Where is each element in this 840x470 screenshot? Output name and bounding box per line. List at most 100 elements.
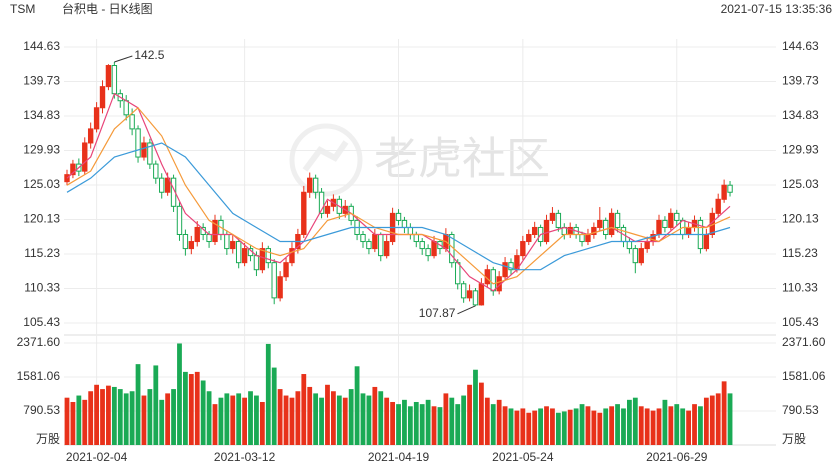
volume-bar — [177, 343, 182, 445]
volume-bar — [413, 401, 419, 445]
y-tick-label-right: 125.03 — [782, 177, 819, 191]
candle-body — [230, 241, 236, 250]
candle-body — [147, 142, 153, 165]
volume-bar — [254, 395, 259, 445]
candle-body — [372, 233, 378, 250]
moving-average-line — [66, 106, 731, 285]
candle-body — [407, 226, 414, 235]
high-label: 142.5 — [134, 48, 164, 62]
volume-bar — [419, 404, 425, 445]
candle-body — [425, 248, 431, 257]
candle-body — [632, 248, 639, 264]
candle-body — [478, 283, 485, 306]
volume-bar — [585, 406, 591, 445]
annotation-leader — [457, 305, 476, 315]
candle-body — [224, 233, 230, 250]
moving-average-line — [66, 142, 731, 271]
candle-body — [727, 184, 733, 193]
volume-bar — [632, 397, 638, 445]
volume-bar — [248, 391, 253, 445]
symbol: TSM — [10, 2, 35, 16]
candle-body — [383, 241, 390, 257]
candle-body — [472, 290, 479, 306]
volume-bar — [100, 389, 105, 445]
candle-body — [70, 163, 76, 176]
candle-body — [715, 198, 721, 214]
candle-body — [520, 241, 526, 257]
volume-bar — [111, 386, 117, 445]
volume-bar — [668, 406, 674, 445]
volume-bar — [106, 385, 111, 445]
candle-body — [176, 205, 183, 235]
volume-bar — [141, 395, 147, 445]
volume-bar — [372, 386, 378, 445]
volume-bar — [242, 397, 247, 445]
candle-body — [549, 212, 556, 221]
volume-bar — [573, 408, 579, 445]
y-tick-label: 115.23 — [24, 246, 60, 260]
y-tick-label: 125.03 — [23, 177, 60, 191]
candle-body — [301, 191, 307, 235]
candle-body — [360, 233, 366, 243]
candle-body — [241, 248, 248, 264]
volume-bar — [579, 404, 585, 445]
y-tick-label: 120.13 — [23, 212, 60, 226]
volume-bar — [325, 384, 330, 445]
volume-bar — [313, 393, 319, 445]
volume-bar — [692, 404, 697, 445]
candle-body — [159, 177, 165, 193]
y-tick-label-right: 144.63 — [782, 39, 819, 53]
candle-body — [490, 269, 496, 292]
volume-bar — [147, 389, 153, 445]
volume-bar — [721, 381, 727, 445]
volume-bar — [425, 399, 431, 445]
candle-body — [206, 233, 212, 243]
volume-bar — [402, 399, 407, 445]
candle-body — [395, 212, 402, 221]
candle-body — [188, 241, 195, 250]
y-tick-label-right: 129.93 — [782, 143, 819, 157]
candle-body — [555, 212, 562, 228]
candle-body — [324, 205, 331, 214]
volume-bar — [603, 408, 609, 445]
volume-bar — [455, 404, 461, 445]
candle-body — [685, 226, 692, 235]
volume-tick-label-right: 1581.06 — [782, 369, 826, 383]
candle-body — [638, 248, 644, 264]
volume-bar — [64, 397, 70, 445]
volume-bar — [135, 364, 141, 445]
candle-body — [526, 233, 532, 243]
x-tick-label: 2021-04-19 — [368, 450, 430, 464]
candle-body — [312, 177, 319, 193]
volume-bar — [467, 384, 472, 445]
volume-bar — [188, 374, 194, 445]
candle-body — [265, 248, 271, 264]
volume-bar — [129, 391, 135, 445]
volume-bar — [94, 384, 99, 445]
volume-bar — [407, 406, 413, 445]
volume-bar — [544, 406, 549, 445]
volume-tick-label: 790.53 — [23, 403, 60, 417]
y-tick-label-right: 105.43 — [782, 315, 819, 329]
volume-bar — [698, 406, 703, 445]
y-tick-label: 129.93 — [23, 143, 60, 157]
volume-bar — [82, 399, 88, 445]
volume-bar — [159, 399, 165, 445]
candle-body — [460, 283, 467, 299]
volume-bar — [591, 410, 597, 445]
candle-body — [307, 177, 313, 193]
candle-body — [164, 177, 171, 193]
volume-bar — [479, 382, 484, 445]
volume-bar — [550, 408, 555, 445]
y-tick-label-right: 120.13 — [782, 212, 819, 226]
low-label: 107.87 — [419, 306, 456, 320]
y-tick-label: 144.63 — [23, 39, 60, 53]
candle-body — [431, 241, 437, 257]
candle-body — [318, 191, 325, 214]
candle-body — [378, 233, 384, 257]
candle-body — [626, 241, 633, 250]
volume-tick-label: 1581.06 — [17, 369, 61, 383]
candle-body — [721, 184, 727, 200]
y-tick-label-right: 134.83 — [782, 108, 819, 122]
